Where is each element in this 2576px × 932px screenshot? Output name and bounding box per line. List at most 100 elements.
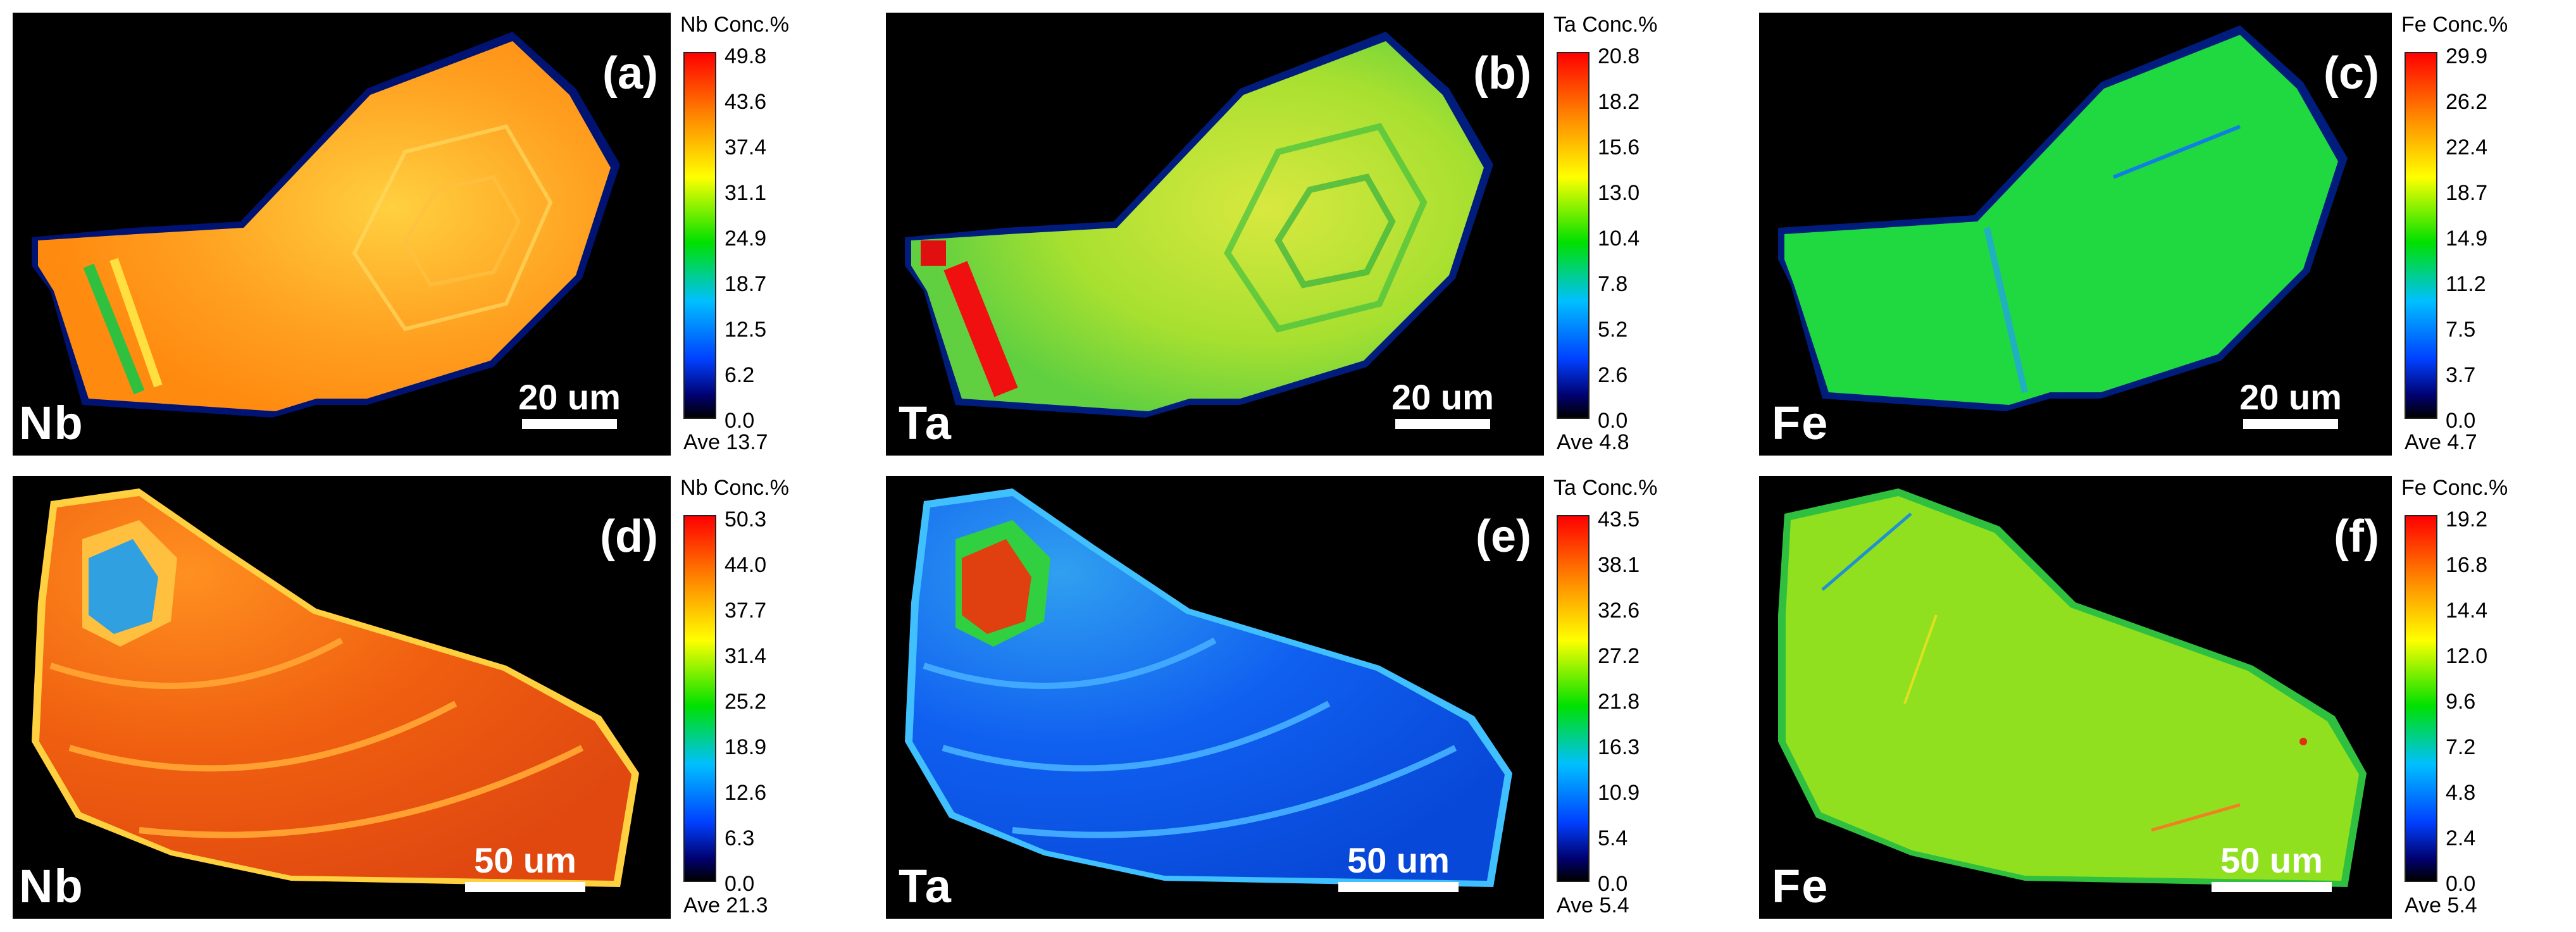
colorbar-tick: 37.7 xyxy=(725,599,767,623)
colorbar-tick: 32.6 xyxy=(1598,599,1640,623)
panel-letter: (b) xyxy=(1473,48,1531,99)
scale-bar: 50 um xyxy=(1329,843,1468,892)
element-label: Fe xyxy=(1772,397,1829,449)
panel-d: (d) Nb 50 um Nb Conc.% 50.3 44.0 37.7 31… xyxy=(13,476,861,919)
grain-image xyxy=(32,32,620,418)
colorbar xyxy=(683,52,716,419)
colorbar-tick: 27.2 xyxy=(1598,644,1640,668)
panel-e: (e) Ta 50 um Ta Conc.% 43.5 38.1 32.6 27… xyxy=(886,476,1734,919)
element-label: Ta xyxy=(899,397,952,449)
colorbar-title: Nb Conc.% xyxy=(680,13,789,37)
element-map-fe-f: (f) Fe 50 um xyxy=(1759,476,2392,919)
colorbar-tick: 50.3 xyxy=(725,507,767,531)
panel-f: (f) Fe 50 um Fe Conc.% 19.2 16.8 14.4 12… xyxy=(1759,476,2569,919)
colorbar-tick: 7.5 xyxy=(2446,318,2476,342)
element-label: Nb xyxy=(19,397,84,449)
colorbar-tick: 5.2 xyxy=(1598,318,1628,342)
element-map-fe-c: (c) Fe 20 um xyxy=(1759,13,2392,456)
scale-bar-label: 50 um xyxy=(2220,840,2323,880)
colorbar-tick: 12.6 xyxy=(725,781,767,805)
scale-bar: 20 um xyxy=(506,380,633,429)
panel-letter: (c) xyxy=(2324,48,2379,99)
panel-a: (a) Nb 20 um Nb Conc.% 49.8 43.6 37.4 31… xyxy=(13,13,861,456)
colorbar-tick: 14.4 xyxy=(2446,599,2488,623)
colorbar-tick: 0.0 xyxy=(1598,409,1628,433)
element-map-ta-b: (b) Ta 20 um xyxy=(886,13,1544,456)
panel-letter: (f) xyxy=(2334,511,2379,562)
colorbar-tick: 9.6 xyxy=(2446,690,2476,714)
colorbar xyxy=(1557,52,1590,419)
colorbar-tick: 31.1 xyxy=(725,181,767,205)
colorbar xyxy=(2405,515,2437,882)
colorbar-average: Ave 5.4 xyxy=(1557,893,1629,917)
colorbar-tick: 12.5 xyxy=(725,318,767,342)
colorbar-average: Ave 4.7 xyxy=(2405,430,2477,454)
grain-image xyxy=(32,488,639,887)
colorbar-tick: 7.2 xyxy=(2446,735,2476,759)
colorbar-tick: 26.2 xyxy=(2446,90,2488,114)
colorbar-tick: 3.7 xyxy=(2446,363,2476,387)
scale-bar: 20 um xyxy=(2227,380,2354,429)
scale-bar: 20 um xyxy=(1379,380,1506,429)
panel-b: (b) Ta 20 um Ta Conc.% 20.8 18.2 15.6 13… xyxy=(886,13,1734,456)
colorbar-tick: 10.4 xyxy=(1598,227,1640,251)
colorbar xyxy=(2405,52,2437,419)
element-label: Ta xyxy=(899,860,952,912)
scale-bar-line xyxy=(522,419,617,429)
colorbar-tick: 7.8 xyxy=(1598,272,1628,296)
colorbar-title: Nb Conc.% xyxy=(680,476,789,500)
colorbar-tick: 0.0 xyxy=(1598,872,1628,896)
scale-bar-label: 20 um xyxy=(518,377,621,417)
grain-image xyxy=(1778,25,2348,411)
scale-bar-label: 20 um xyxy=(2239,377,2342,417)
colorbar-tick: 10.9 xyxy=(1598,781,1640,805)
colorbar-tick: 13.0 xyxy=(1598,181,1640,205)
colorbar xyxy=(1557,515,1590,882)
colorbar xyxy=(683,515,716,882)
grain-image xyxy=(905,488,1512,887)
colorbar-tick: 37.4 xyxy=(725,135,767,159)
element-map-ta-e: (e) Ta 50 um xyxy=(886,476,1544,919)
colorbar-title: Ta Conc.% xyxy=(1553,13,1658,37)
colorbar-tick: 2.4 xyxy=(2446,826,2476,850)
colorbar-tick: 31.4 xyxy=(725,644,767,668)
colorbar-tick: 18.9 xyxy=(725,735,767,759)
scale-bar: 50 um xyxy=(456,843,595,892)
colorbar-tick: 25.2 xyxy=(725,690,767,714)
colorbar-average: Ave 13.7 xyxy=(683,430,768,454)
colorbar-tick: 6.3 xyxy=(725,826,755,850)
colorbar-tick: 21.8 xyxy=(1598,690,1640,714)
colorbar-tick: 16.3 xyxy=(1598,735,1640,759)
colorbar-tick: 4.8 xyxy=(2446,781,2476,805)
colorbar-tick: 18.7 xyxy=(725,272,767,296)
colorbar-tick: 24.9 xyxy=(725,227,767,251)
scale-bar-line xyxy=(1395,419,1490,429)
scale-bar-line xyxy=(2212,882,2332,892)
panel-letter: (d) xyxy=(600,511,658,562)
colorbar-tick: 2.6 xyxy=(1598,363,1628,387)
grain-image xyxy=(1778,488,2367,887)
colorbar-tick: 44.0 xyxy=(725,553,767,577)
colorbar-average: Ave 5.4 xyxy=(2405,893,2477,917)
colorbar-tick: 16.8 xyxy=(2446,553,2488,577)
colorbar-tick: 6.2 xyxy=(725,363,755,387)
scale-bar-line xyxy=(1338,882,1459,892)
colorbar-average: Ave 21.3 xyxy=(683,893,768,917)
colorbar-tick: 0.0 xyxy=(725,872,755,896)
colorbar-tick: 43.6 xyxy=(725,90,767,114)
colorbar-tick: 19.2 xyxy=(2446,507,2488,531)
colorbar-title: Ta Conc.% xyxy=(1553,476,1658,500)
panel-c: (c) Fe 20 um Fe Conc.% 29.9 26.2 22.4 18… xyxy=(1759,13,2569,456)
panel-letter: (e) xyxy=(1476,511,1531,562)
colorbar-title: Fe Conc.% xyxy=(2401,13,2508,37)
colorbar-tick: 12.0 xyxy=(2446,644,2488,668)
colorbar-tick: 20.8 xyxy=(1598,44,1640,68)
scale-bar-label: 20 um xyxy=(1391,377,1494,417)
grain-image xyxy=(905,32,1493,418)
colorbar-tick: 11.2 xyxy=(2446,272,2486,296)
colorbar-tick: 29.9 xyxy=(2446,44,2488,68)
colorbar-tick: 38.1 xyxy=(1598,553,1640,577)
colorbar-average: Ave 4.8 xyxy=(1557,430,1629,454)
scale-bar-line xyxy=(2243,419,2338,429)
element-map-nb-a: (a) Nb 20 um xyxy=(13,13,671,456)
